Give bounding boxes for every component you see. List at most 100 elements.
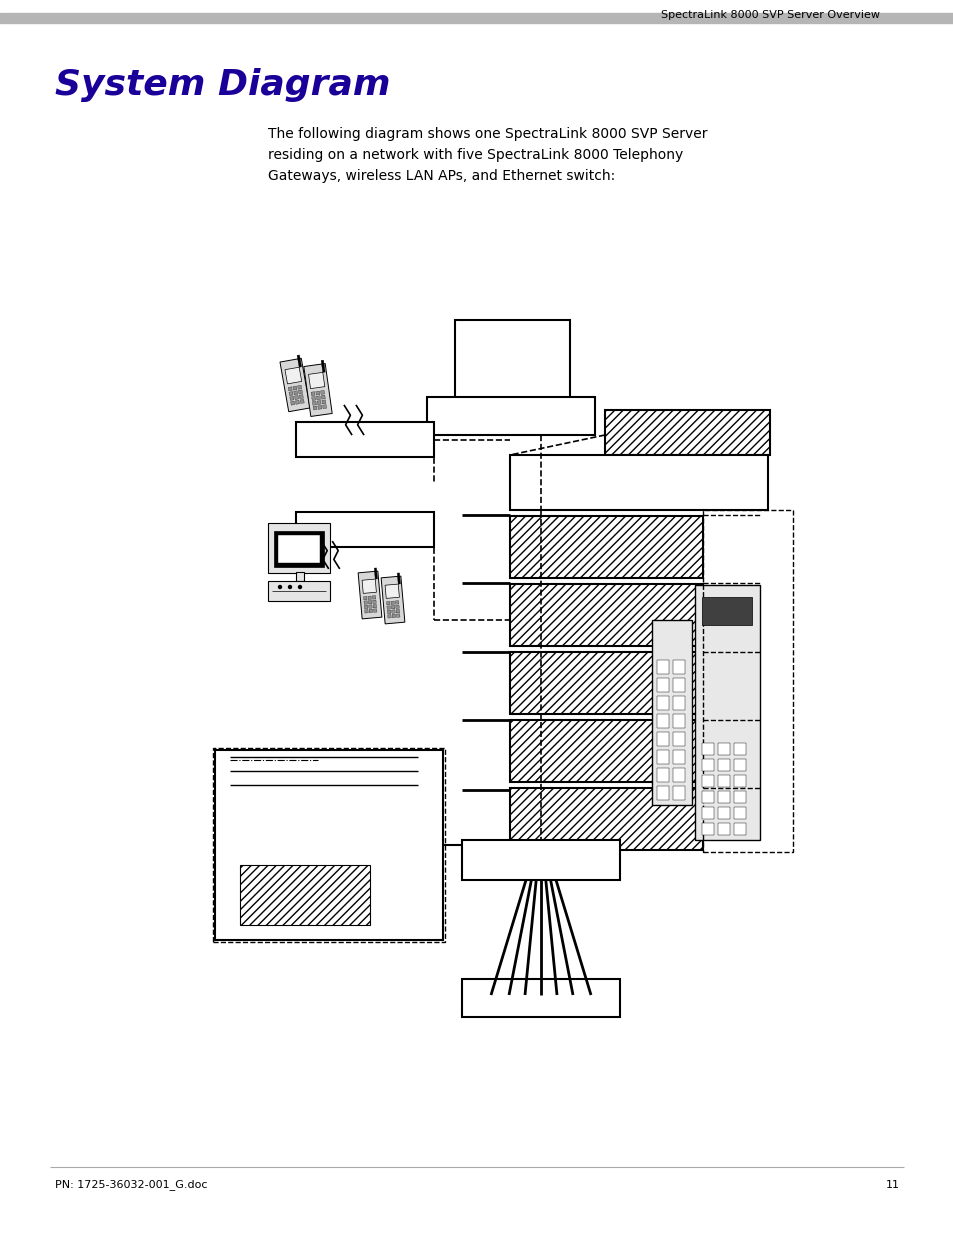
Bar — [321, 361, 325, 373]
Bar — [391, 605, 395, 609]
Bar — [293, 387, 296, 390]
Bar — [733, 776, 745, 787]
Bar — [701, 776, 713, 787]
Bar — [651, 620, 691, 805]
Bar — [395, 600, 398, 604]
Bar — [294, 395, 298, 400]
Bar — [701, 760, 713, 771]
Bar — [321, 400, 326, 404]
Bar — [718, 760, 729, 771]
Bar — [368, 597, 371, 599]
Bar — [657, 785, 668, 800]
Bar — [510, 788, 702, 850]
Bar — [274, 531, 324, 567]
Bar — [672, 714, 684, 727]
Bar — [657, 678, 668, 692]
Bar — [321, 395, 325, 399]
Bar — [733, 806, 745, 819]
Bar — [392, 610, 395, 614]
Bar — [701, 597, 751, 625]
Bar — [312, 401, 316, 405]
Circle shape — [278, 585, 281, 589]
Bar — [657, 768, 668, 782]
Bar — [718, 790, 729, 803]
Bar — [385, 584, 399, 599]
Bar — [510, 454, 767, 510]
Bar — [510, 720, 702, 782]
Bar — [363, 597, 367, 600]
Bar — [290, 396, 294, 400]
Bar — [372, 595, 375, 599]
Bar — [322, 405, 326, 409]
Bar — [288, 387, 292, 391]
Bar — [392, 614, 395, 618]
Bar — [268, 580, 330, 601]
Bar — [702, 510, 792, 852]
Bar — [381, 576, 404, 624]
Bar — [311, 391, 314, 395]
Bar — [295, 400, 299, 404]
Bar — [295, 572, 304, 580]
Bar — [396, 573, 400, 584]
Bar — [510, 584, 702, 646]
Bar — [373, 600, 375, 604]
Bar — [369, 609, 373, 613]
Bar — [695, 585, 760, 840]
Bar — [214, 750, 442, 940]
Bar — [386, 601, 390, 605]
Bar — [364, 605, 368, 609]
Bar — [455, 320, 569, 400]
Bar — [701, 806, 713, 819]
Bar — [277, 535, 319, 563]
Bar — [364, 610, 368, 613]
Bar — [387, 610, 391, 614]
Circle shape — [288, 585, 292, 589]
Bar — [312, 396, 315, 400]
Bar — [657, 659, 668, 674]
Text: SpectraLink 8000 SVP Server Overview: SpectraLink 8000 SVP Server Overview — [660, 10, 879, 20]
Circle shape — [298, 585, 301, 589]
Bar — [461, 979, 619, 1016]
Bar — [363, 600, 367, 604]
Bar — [368, 600, 372, 604]
Bar — [510, 652, 702, 714]
Bar — [303, 363, 332, 416]
Bar — [373, 609, 376, 613]
Bar — [718, 743, 729, 755]
Bar — [672, 768, 684, 782]
Bar — [297, 385, 301, 389]
Bar — [357, 571, 381, 619]
Bar — [733, 790, 745, 803]
Bar — [657, 732, 668, 746]
Bar — [701, 790, 713, 803]
Bar — [285, 367, 301, 384]
Bar — [657, 714, 668, 727]
Bar — [289, 391, 293, 395]
Bar — [320, 390, 324, 394]
Bar — [299, 395, 303, 399]
Text: PN: 1725-36032-001_G.doc: PN: 1725-36032-001_G.doc — [55, 1179, 208, 1191]
Bar — [279, 358, 310, 411]
Bar — [291, 401, 294, 405]
Bar — [672, 785, 684, 800]
Bar — [373, 604, 376, 608]
Bar — [672, 697, 684, 710]
Bar — [718, 806, 729, 819]
Bar — [718, 823, 729, 835]
Bar — [427, 396, 595, 435]
Bar — [396, 614, 399, 618]
Text: The following diagram shows one SpectraLink 8000 SVP Server
residing on a networ: The following diagram shows one SpectraL… — [268, 127, 707, 183]
Bar — [315, 391, 319, 395]
Bar — [268, 522, 330, 573]
Bar — [295, 422, 434, 457]
Bar — [395, 609, 399, 613]
Bar — [672, 659, 684, 674]
Bar — [294, 390, 297, 395]
Bar — [387, 615, 391, 618]
Bar — [316, 400, 321, 405]
Bar — [510, 516, 702, 578]
Bar — [300, 399, 304, 404]
Bar — [395, 605, 398, 609]
Bar — [308, 373, 324, 389]
Bar — [391, 601, 395, 605]
